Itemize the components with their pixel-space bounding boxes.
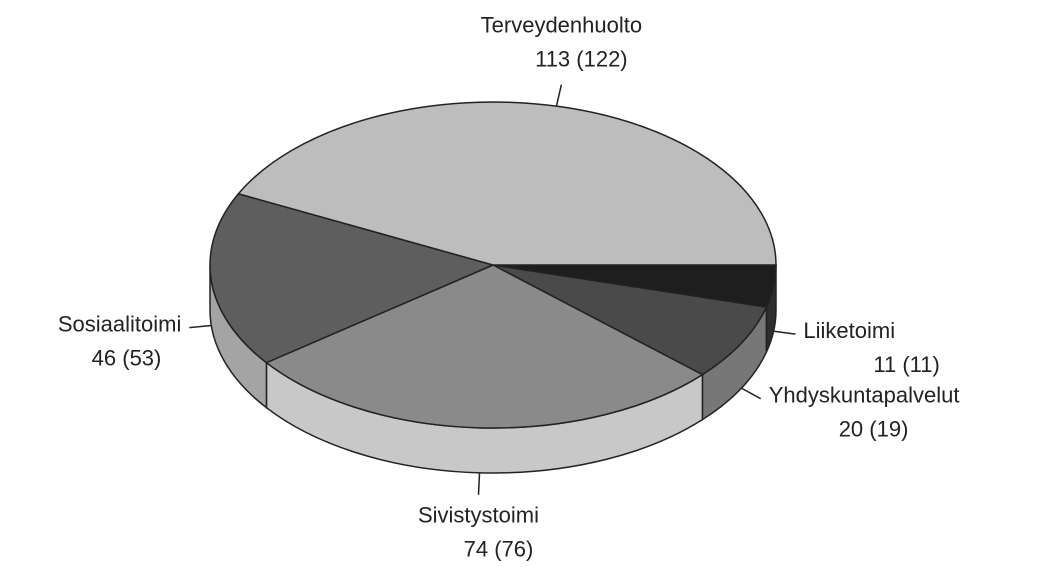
leader-line [773, 330, 796, 335]
value-label: 46 (53) [92, 345, 162, 370]
slice-label: Liiketoimi [803, 318, 895, 343]
leader-line [189, 324, 212, 329]
value-label: 20 (19) [839, 416, 909, 441]
slice-label: Yhdyskuntapalvelut [769, 382, 960, 407]
leader-line [477, 472, 481, 495]
pie-slice [209, 192, 496, 364]
slice-label: Terveydenhuolto [481, 13, 642, 38]
pie-slice [492, 264, 768, 376]
value-label: 11 (11) [873, 352, 939, 377]
leader-line [555, 84, 563, 107]
slice-label: Sosiaalitoimi [58, 311, 182, 336]
value-label: 113 (122) [535, 47, 628, 72]
value-label: 74 (76) [464, 537, 534, 562]
pie-slice [264, 264, 704, 429]
leader-line [741, 387, 762, 400]
slice-label: Sivistystoimi [418, 503, 539, 528]
pie-slice [237, 101, 777, 266]
